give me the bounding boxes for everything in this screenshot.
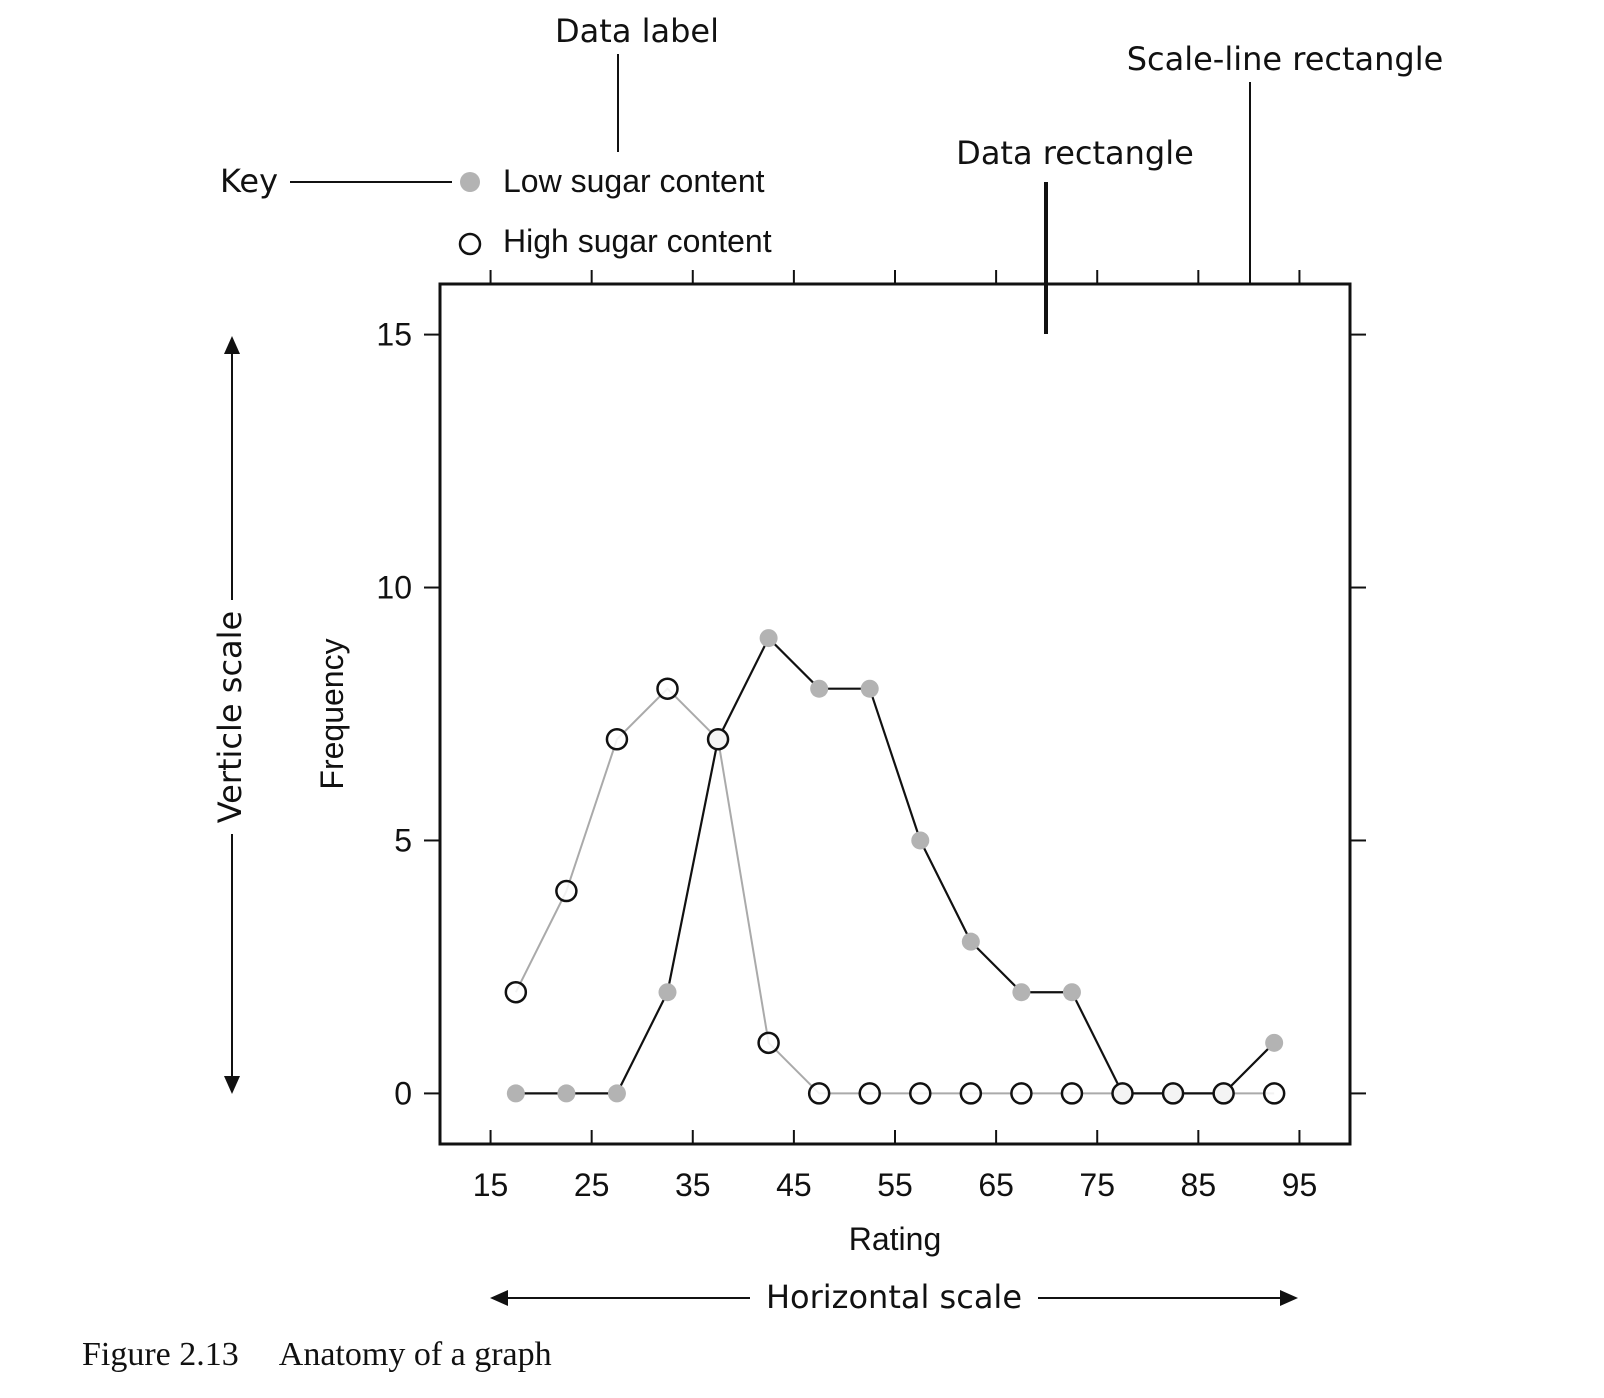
series-high-sugar-point — [1161, 1082, 1185, 1105]
x-tick-label: 45 — [776, 1167, 812, 1203]
series-high-sugar-point — [605, 728, 629, 751]
series-low-sugar-point — [557, 1084, 576, 1103]
legend-label-low-sugar: Low sugar content — [503, 163, 765, 199]
series-high-sugar-point — [757, 1031, 780, 1055]
annotation-key: Key — [220, 162, 278, 200]
series-low-sugar-point — [759, 629, 778, 648]
legend-marker-high-sugar — [458, 232, 482, 256]
series-low-sugar-points — [506, 629, 1284, 1103]
data-rectangle-frame — [438, 282, 1352, 1146]
x-axis-label: Rating — [849, 1221, 942, 1257]
y-tick-label: 15 — [376, 317, 412, 353]
x-tick-label: 55 — [877, 1167, 913, 1203]
series-low-sugar-point — [1265, 1033, 1284, 1052]
series-high-sugar-point — [1262, 1082, 1286, 1105]
figure-caption-number: Figure 2.13 — [82, 1336, 239, 1373]
annotation-vertical-scale-label: Verticle scale — [211, 611, 249, 823]
series-low-sugar-point — [607, 1084, 626, 1103]
x-tick-label: 95 — [1282, 1167, 1318, 1203]
legend: Low sugar content High sugar content — [458, 163, 772, 259]
figure-caption: Figure 2.13 Anatomy of a graph — [82, 1336, 552, 1374]
x-tick-label: 25 — [574, 1167, 610, 1203]
series-low-sugar-point — [1062, 983, 1081, 1002]
annotation-scale-line-rectangle: Scale-line rectangle — [1127, 40, 1444, 78]
annotation-data-label: Data label — [555, 12, 719, 50]
series-high-sugar-point — [1060, 1082, 1084, 1105]
legend-label-high-sugar: High sugar content — [503, 223, 772, 259]
x-tick-label: 15 — [473, 1167, 509, 1203]
series-high-sugar-point — [706, 728, 730, 751]
x-tick-label: 75 — [1079, 1167, 1115, 1203]
y-axis-ticks: 0 5 10 15 — [376, 317, 1366, 1111]
series-high-sugar-points — [504, 677, 1286, 1105]
x-axis-ticks: 15 25 35 45 55 65 75 85 95 — [473, 270, 1317, 1203]
series-low-sugar-point — [658, 983, 677, 1002]
x-tick-label: 65 — [978, 1167, 1014, 1203]
series-high-sugar-point — [1212, 1082, 1235, 1105]
y-axis-label: Frequency — [314, 638, 350, 789]
series-high-sugar-point — [504, 980, 528, 1004]
series-high-sugar-polyline — [514, 687, 1275, 1095]
x-tick-label: 35 — [675, 1167, 711, 1203]
series-low-sugar-point — [860, 679, 879, 698]
series-high-sugar-point — [656, 677, 679, 700]
series-low-sugar-point — [961, 932, 980, 951]
series-low-sugar-line — [515, 636, 1275, 1095]
series-high-sugar-point — [807, 1082, 831, 1105]
series-low-sugar-polyline — [515, 636, 1275, 1095]
series-high-sugar-point — [1111, 1082, 1134, 1105]
series-high-sugar-line — [514, 687, 1275, 1095]
series-high-sugar-point — [858, 1082, 881, 1105]
series-high-sugar-point — [959, 1082, 983, 1105]
annotation-horizontal-scale-label: Horizontal scale — [766, 1278, 1022, 1316]
y-tick-label: 0 — [394, 1075, 412, 1111]
annotation-data-rectangle: Data rectangle — [956, 134, 1194, 172]
series-high-sugar-point — [555, 879, 578, 903]
y-tick-label: 5 — [394, 822, 412, 858]
series-low-sugar-point — [506, 1084, 525, 1103]
figure-caption-text: Anatomy of a graph — [278, 1336, 552, 1373]
series-high-sugar-point — [1010, 1082, 1033, 1105]
series-high-sugar-point — [909, 1082, 932, 1105]
series-low-sugar-point — [911, 831, 930, 850]
legend-marker-low-sugar — [460, 172, 480, 192]
annotation-vertical-scale: Verticle scale — [211, 336, 249, 1094]
series-low-sugar-point — [810, 679, 829, 698]
x-tick-label: 85 — [1181, 1167, 1217, 1203]
annotation-horizontal-scale: Horizontal scale — [490, 1278, 1298, 1316]
series-low-sugar-point — [1012, 983, 1031, 1002]
y-tick-label: 10 — [376, 570, 412, 606]
